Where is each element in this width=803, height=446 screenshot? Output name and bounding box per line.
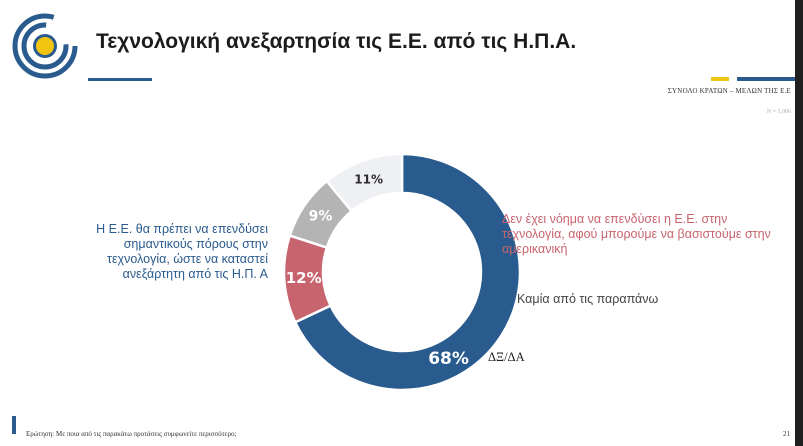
slice-invest	[325, 152, 404, 213]
slice-none-value: 12%	[286, 269, 322, 287]
label-none: Καμία από τις παραπάνω	[517, 292, 659, 306]
logo	[12, 13, 78, 79]
label-no-point: Δεν έχει νόημα να επενδύσει η Ε.Ε. στην …	[502, 212, 771, 256]
footer-accent	[12, 416, 16, 434]
slice-no-point-value: 68%	[428, 349, 469, 369]
window-edge	[795, 0, 803, 446]
slice-invest-value: 11%	[354, 172, 383, 186]
accent-bar-yellow	[711, 77, 729, 81]
slice-dk-value: 9%	[309, 209, 333, 225]
title-underline	[88, 78, 152, 81]
sample-title: ΣΥΝΟΛΟ ΚΡΑΤΩΝ – ΜΕΛΩΝ ΤΗΣ Ε.Ε	[667, 87, 791, 95]
sample-size: N = 5,006	[766, 109, 791, 115]
label-dk: ΔΞ/ΔΑ	[488, 350, 525, 364]
accent-bar-blue	[737, 77, 795, 81]
donut-chart: 68% 12% 9% 11%	[282, 152, 522, 392]
footer-question: Ερώτηση: Με ποια από τις παρακάτω προτάσ…	[26, 430, 237, 438]
slice-no-point	[293, 152, 522, 392]
page-number: 21	[783, 430, 790, 438]
label-invest: Η Ε.Ε. θα πρέπει να επενδύσει σημαντικού…	[96, 222, 268, 281]
page-title: Τεχνολογική ανεξαρτησία τις Ε.Ε. από τις…	[96, 30, 577, 53]
